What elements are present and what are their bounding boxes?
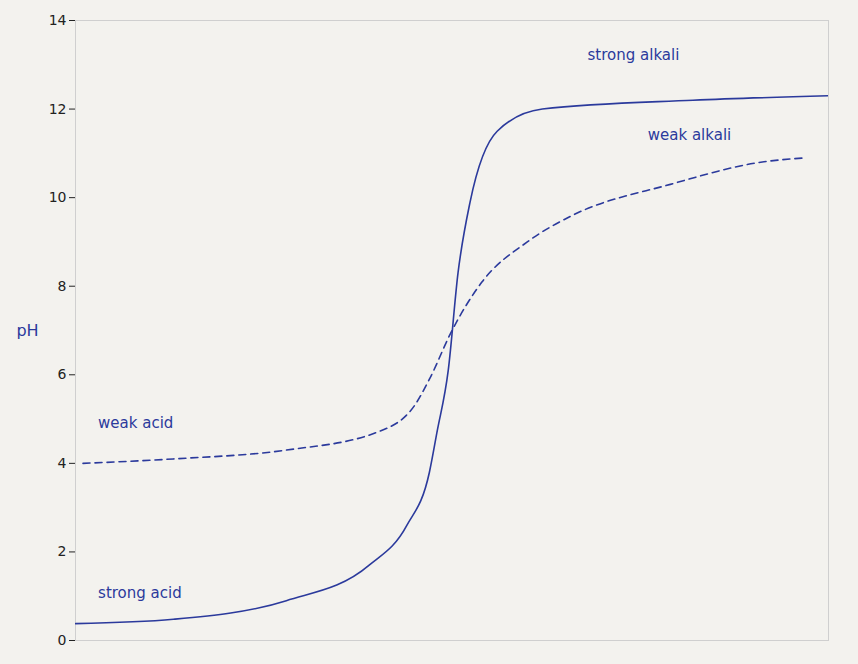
svg-text:8: 8: [58, 278, 67, 294]
svg-text:4: 4: [58, 455, 67, 471]
svg-text:strong alkali: strong alkali: [588, 46, 680, 64]
svg-text:14: 14: [49, 12, 67, 28]
svg-text:pH: pH: [16, 321, 38, 340]
svg-text:12: 12: [49, 101, 67, 117]
svg-text:2: 2: [58, 543, 67, 559]
svg-text:6: 6: [58, 366, 67, 382]
svg-text:weak acid: weak acid: [98, 414, 173, 432]
svg-text:10: 10: [49, 189, 67, 205]
svg-text:weak alkali: weak alkali: [648, 126, 731, 144]
svg-text:strong acid: strong acid: [98, 584, 182, 602]
svg-text:0: 0: [58, 632, 67, 648]
